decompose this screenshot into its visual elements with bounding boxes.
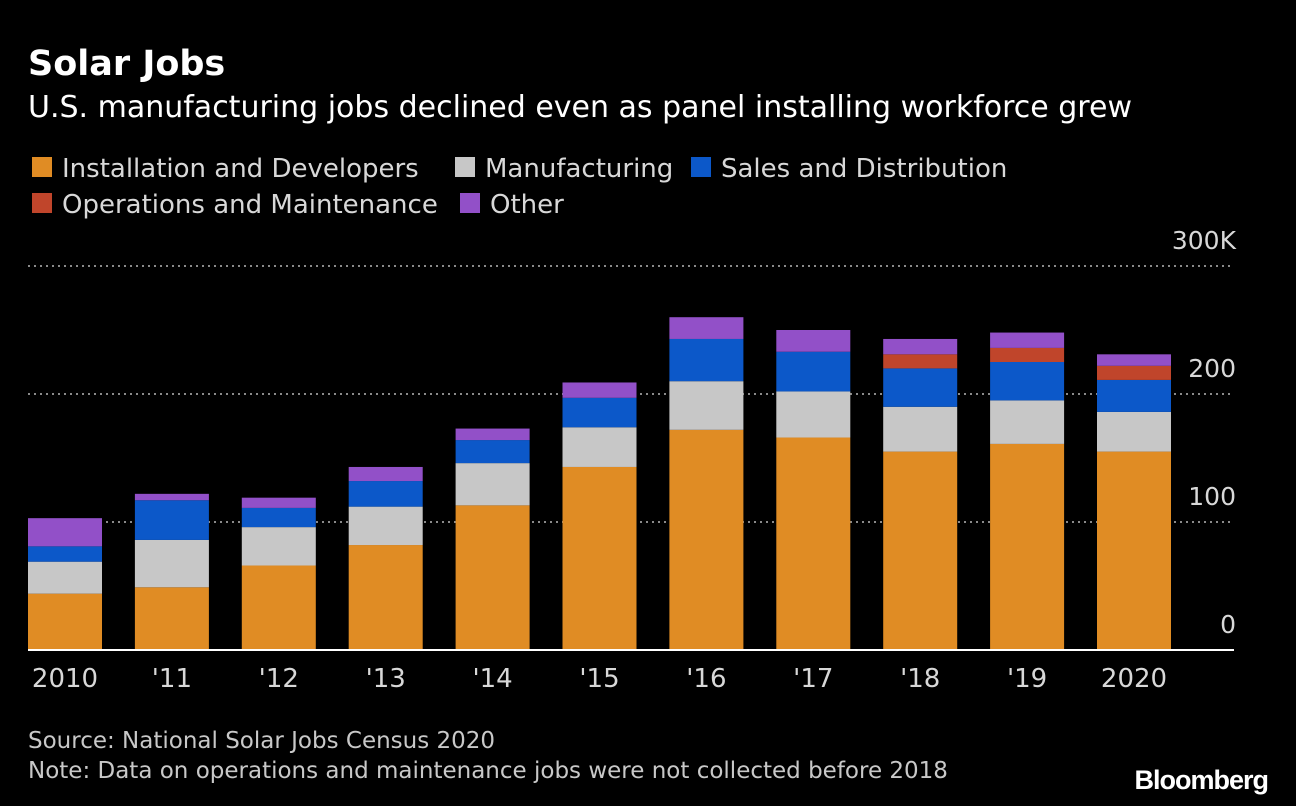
x-tick-label-8: '18 bbox=[900, 664, 940, 694]
bar-8-series-4 bbox=[883, 338, 958, 355]
bar-10-series-3 bbox=[1097, 365, 1171, 380]
bar-5-series-4 bbox=[562, 382, 637, 398]
bar-0-series-0 bbox=[28, 593, 102, 650]
data-note: Note: Data on operations and maintenance… bbox=[28, 758, 948, 784]
bar-6-series-2 bbox=[669, 338, 744, 382]
bar-0-series-2 bbox=[28, 546, 102, 562]
legend-swatch-3 bbox=[32, 193, 52, 213]
x-tick-label-5: '15 bbox=[579, 664, 619, 694]
x-axis-labels: 2010 '11 '12 '13 '14 '15 '16 '17 '18 '19 2020 bbox=[32, 664, 1167, 694]
bar-0-series-1 bbox=[28, 561, 102, 594]
bar-5-series-0 bbox=[562, 466, 637, 650]
legend-label-4: Other bbox=[490, 190, 564, 220]
legend-swatch-4 bbox=[460, 193, 480, 213]
bar-8-series-3 bbox=[883, 354, 958, 369]
bar-10-series-1 bbox=[1097, 411, 1171, 452]
bar-8-series-0 bbox=[883, 451, 958, 650]
bar-1-series-2 bbox=[134, 500, 209, 540]
bar-6-series-4 bbox=[669, 317, 744, 339]
y-tick-label-0: 0 bbox=[1220, 610, 1236, 639]
bar-9-series-3 bbox=[990, 347, 1065, 362]
bar-3-series-4 bbox=[348, 466, 423, 482]
bar-4-series-1 bbox=[455, 463, 530, 506]
bar-9-series-1 bbox=[990, 400, 1065, 444]
bar-1-series-1 bbox=[134, 539, 209, 588]
bar-5-series-1 bbox=[562, 427, 637, 467]
legend-swatch-0 bbox=[32, 157, 52, 177]
bars bbox=[28, 317, 1171, 650]
x-tick-label-0: 2010 bbox=[32, 664, 98, 694]
x-tick-label-10: 2020 bbox=[1101, 664, 1167, 694]
x-tick-label-6: '16 bbox=[686, 664, 726, 694]
bar-7-series-1 bbox=[776, 391, 851, 438]
x-tick-label-1: '11 bbox=[152, 664, 192, 694]
bar-7-series-0 bbox=[776, 437, 851, 650]
legend-swatch-1 bbox=[455, 157, 475, 177]
bar-4-series-0 bbox=[455, 505, 530, 650]
bar-3-series-0 bbox=[348, 545, 423, 650]
bar-3-series-1 bbox=[348, 506, 423, 546]
legend-label-3: Operations and Maintenance bbox=[62, 190, 438, 220]
bar-2-series-2 bbox=[241, 507, 316, 528]
bar-2-series-4 bbox=[241, 497, 316, 508]
y-tick-label-2: 200 bbox=[1188, 354, 1236, 383]
x-tick-label-7: '17 bbox=[793, 664, 833, 694]
legend-label-0: Installation and Developers bbox=[62, 154, 419, 184]
y-axis-ticks: 0 100 200 300K bbox=[1172, 226, 1237, 639]
bar-9-series-0 bbox=[990, 443, 1065, 650]
legend-swatch-2 bbox=[691, 157, 711, 177]
x-tick-label-2: '12 bbox=[259, 664, 299, 694]
chart-title: Solar Jobs bbox=[28, 44, 225, 84]
bar-7-series-4 bbox=[776, 330, 851, 352]
bar-2-series-1 bbox=[241, 527, 316, 566]
chart-subtitle: U.S. manufacturing jobs declined even as… bbox=[28, 90, 1132, 125]
bar-4-series-4 bbox=[455, 428, 530, 441]
bar-8-series-1 bbox=[883, 406, 958, 452]
x-tick-label-3: '13 bbox=[366, 664, 406, 694]
x-tick-label-4: '14 bbox=[472, 664, 512, 694]
bloomberg-logo: Bloomberg bbox=[1134, 765, 1268, 795]
x-tick-label-9: '19 bbox=[1007, 664, 1047, 694]
bar-0-series-4 bbox=[28, 518, 102, 547]
bar-5-series-2 bbox=[562, 397, 637, 428]
bar-6-series-1 bbox=[669, 381, 744, 430]
legend-label-1: Manufacturing bbox=[485, 154, 673, 184]
bar-9-series-2 bbox=[990, 362, 1065, 401]
bar-10-series-0 bbox=[1097, 451, 1171, 650]
y-tick-label-3: 300K bbox=[1172, 226, 1237, 255]
bar-7-series-2 bbox=[776, 351, 851, 392]
bar-9-series-4 bbox=[990, 332, 1065, 348]
bar-3-series-2 bbox=[348, 481, 423, 507]
legend: Installation and Developers Manufacturing… bbox=[32, 154, 1007, 220]
bar-10-series-4 bbox=[1097, 354, 1171, 366]
bar-8-series-2 bbox=[883, 368, 958, 407]
bar-10-series-2 bbox=[1097, 379, 1171, 412]
y-tick-label-1: 100 bbox=[1188, 482, 1236, 511]
bar-2-series-0 bbox=[241, 565, 316, 650]
bar-1-series-4 bbox=[134, 493, 209, 501]
bar-4-series-2 bbox=[455, 440, 530, 464]
bar-6-series-0 bbox=[669, 429, 744, 650]
legend-label-2: Sales and Distribution bbox=[721, 154, 1007, 184]
bar-1-series-0 bbox=[134, 587, 209, 650]
source-note: Source: National Solar Jobs Census 2020 bbox=[28, 728, 495, 754]
